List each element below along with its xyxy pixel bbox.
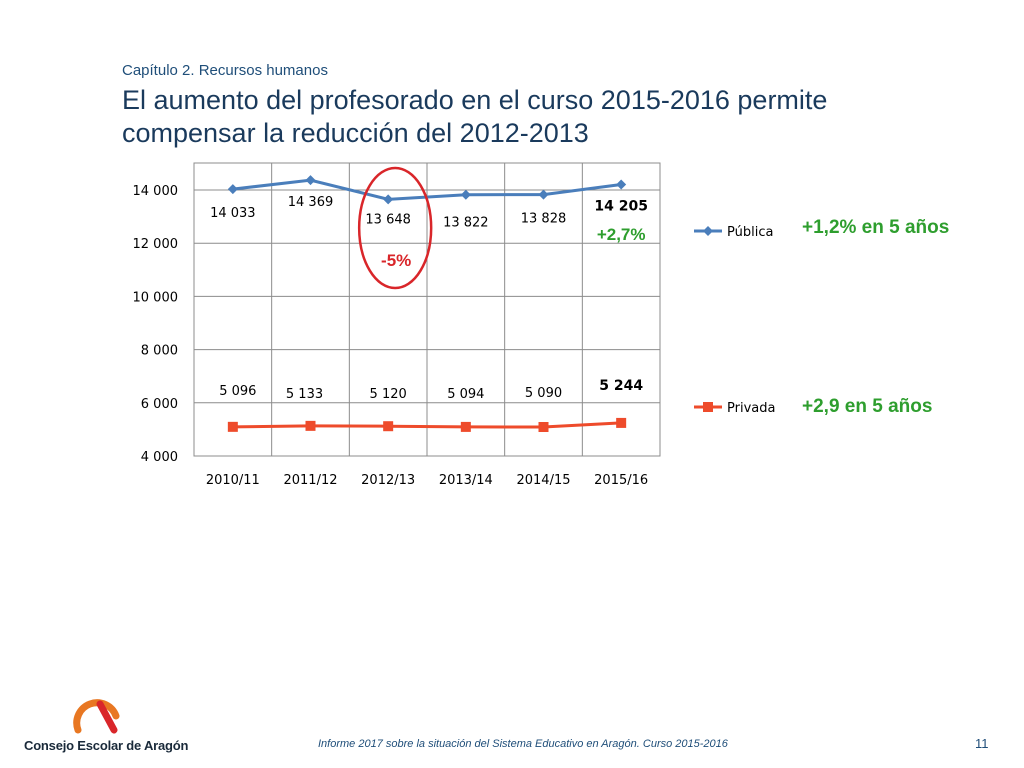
data-label: 14 369 bbox=[288, 195, 334, 210]
data-point-publica bbox=[460, 189, 471, 200]
data-label: 13 828 bbox=[521, 212, 567, 227]
data-label: 5 090 bbox=[525, 386, 562, 401]
footer-report: Informe 2017 sobre la situación del Sist… bbox=[318, 738, 728, 750]
chart-callouts: -5% +2,7% bbox=[357, 166, 646, 290]
series-line-privada bbox=[232, 421, 622, 429]
data-label: 5 244 bbox=[599, 378, 643, 394]
drop-percentage-label: -5% bbox=[381, 251, 411, 270]
logo-mark bbox=[73, 699, 120, 734]
data-label: 5 094 bbox=[447, 387, 484, 402]
data-label: 14 205 bbox=[594, 199, 648, 215]
data-point-publica bbox=[538, 189, 549, 200]
data-point-publica bbox=[383, 194, 394, 205]
data-point-privada bbox=[383, 421, 394, 432]
chart-legend: Pública Privada bbox=[694, 225, 775, 416]
y-tick-label: 4 000 bbox=[141, 450, 178, 465]
privada-summary-annotation: +2,9 en 5 años bbox=[802, 396, 933, 417]
chapter-label: Capítulo 2. Recursos humanos bbox=[122, 62, 328, 79]
legend-marker bbox=[703, 402, 713, 412]
data-label: 14 033 bbox=[210, 206, 256, 221]
data-point-publica bbox=[227, 184, 238, 195]
y-tick-label: 10 000 bbox=[133, 290, 179, 305]
y-tick-label: 14 000 bbox=[133, 184, 179, 199]
y-axis-labels: 4 000 6 000 8 000 10 000 12 000 14 000 bbox=[133, 184, 179, 465]
legend-label: Privada bbox=[727, 401, 775, 416]
data-point-privada bbox=[538, 422, 549, 433]
data-point-publica bbox=[616, 179, 627, 190]
data-point-privada bbox=[305, 420, 316, 431]
legend-label: Pública bbox=[727, 225, 773, 240]
data-label: 5 096 bbox=[219, 384, 256, 399]
data-label: 5 120 bbox=[370, 387, 407, 402]
y-tick-label: 8 000 bbox=[141, 344, 178, 359]
x-tick-label: 2014/15 bbox=[516, 473, 570, 488]
data-labels: 14 033 14 369 13 648 13 822 13 828 14 205 5 09… bbox=[210, 195, 648, 402]
x-tick-label: 2013/14 bbox=[439, 473, 493, 488]
logo-text: Consejo Escolar de Aragón bbox=[24, 738, 189, 753]
publica-summary-annotation: +1,2% en 5 años bbox=[802, 217, 950, 238]
highlight-circle bbox=[357, 166, 433, 290]
y-tick-label: 6 000 bbox=[141, 397, 178, 412]
chart-grid bbox=[193, 162, 661, 457]
data-label: 13 822 bbox=[443, 216, 489, 231]
slide-title: El aumento del profesorado en el curso 2… bbox=[122, 85, 828, 148]
x-axis-labels: 2010/11 2011/12 2012/13 2013/14 2014/15 2015/… bbox=[206, 473, 648, 488]
data-point-privada bbox=[227, 421, 238, 432]
legend-marker bbox=[703, 226, 713, 236]
data-label: 5 133 bbox=[286, 387, 323, 402]
y-tick-label: 12 000 bbox=[133, 237, 179, 252]
data-point-publica bbox=[305, 175, 316, 186]
x-tick-label: 2015/16 bbox=[594, 473, 648, 488]
x-tick-label: 2011/12 bbox=[283, 473, 337, 488]
data-label: 13 648 bbox=[365, 212, 411, 227]
growth-percentage-label: +2,7% bbox=[597, 225, 646, 244]
data-point-privada bbox=[616, 417, 627, 428]
x-tick-label: 2010/11 bbox=[206, 473, 260, 488]
data-point-privada bbox=[460, 421, 471, 432]
x-tick-label: 2012/13 bbox=[361, 473, 415, 488]
page-number: 11 bbox=[975, 736, 989, 751]
